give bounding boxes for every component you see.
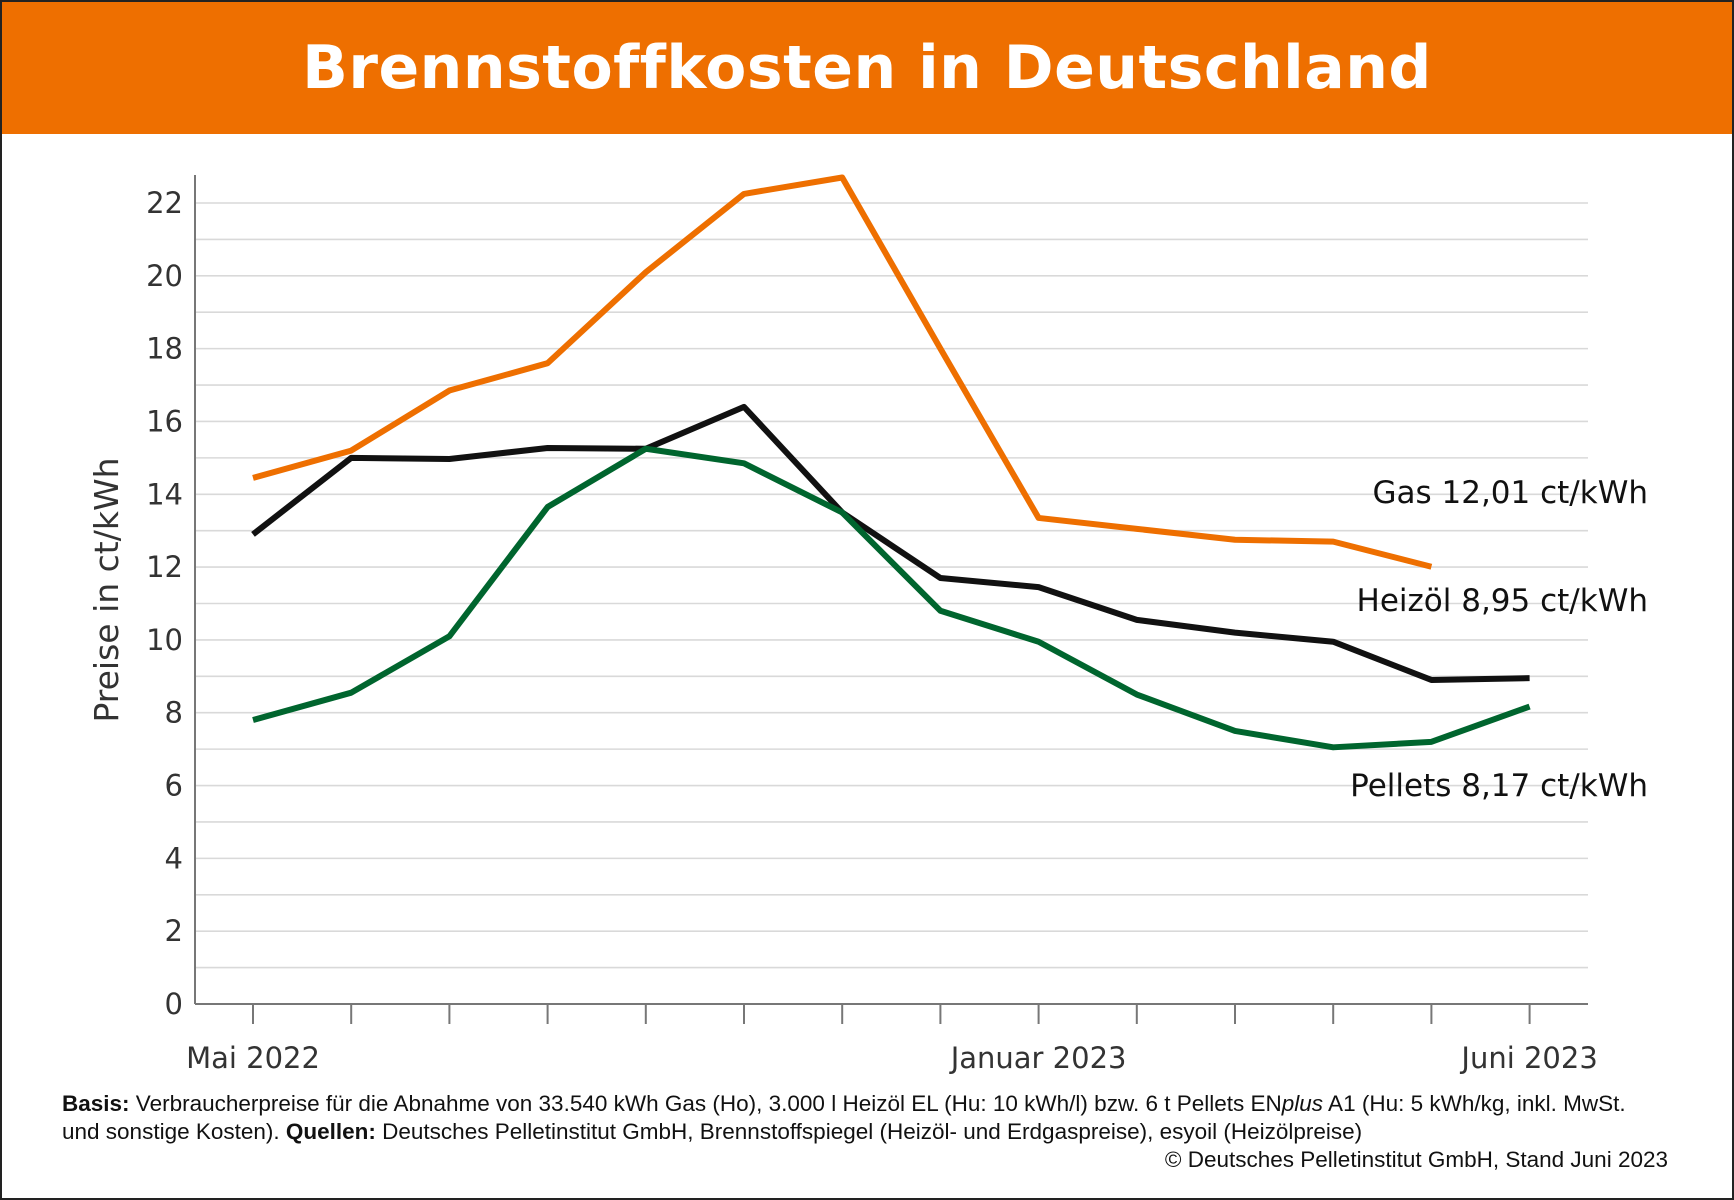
y-tick-label: 8 [165, 696, 183, 730]
y-tick-label: 14 [146, 477, 183, 511]
y-tick-label: 20 [146, 259, 183, 293]
y-tick-label: 0 [165, 987, 183, 1021]
basis-text: Verbraucherpreise für die Abnahme von 33… [129, 1091, 1282, 1116]
footer-basis: Basis: Verbraucherpreise für die Abnahme… [62, 1090, 1668, 1146]
axes: 0 2 4 6 8 10 12 14 16 18 20 22 Mai 2022 Januar 2023 Ju… [146, 175, 1598, 1075]
series-line-gas [252, 174, 1433, 570]
sources-label: Quellen: [285, 1119, 376, 1144]
series-line-heizöl [251, 403, 1530, 683]
y-tick-label: 2 [165, 914, 183, 948]
x-tick-label: Juni 2023 [1459, 1041, 1597, 1075]
x-tick-label: Januar 2023 [949, 1041, 1127, 1075]
y-tick-label: 22 [146, 186, 183, 220]
y-tick-label: 4 [165, 841, 183, 875]
y-tick-label: 12 [146, 550, 183, 584]
basis-italic: plus [1281, 1091, 1324, 1116]
end-label-gas: Gas 12,01 ct/kWh [1372, 475, 1648, 511]
basis-label: Basis: [62, 1091, 130, 1116]
y-axis-label: Preise in ct/kWh [87, 457, 126, 722]
end-labels: Gas 12,01 ct/kWh Heizöl 8,95 ct/kWh Pellet… [1350, 475, 1648, 804]
y-tick-label: 6 [165, 769, 183, 803]
basis-text-2: A1 (Hu: 5 kWh/kg, inkl. MwSt. und sonsti… [62, 1091, 1626, 1144]
chart-title: Brennstoffkosten in Deutschland [2, 2, 1732, 134]
y-tick-label: 16 [146, 404, 183, 438]
end-label-heizöl: Heizöl 8,95 ct/kWh [1357, 583, 1648, 619]
end-label-pellets: Pellets 8,17 ct/kWh [1350, 768, 1648, 804]
series-lines [251, 174, 1531, 751]
footer-notes: Basis: Verbraucherpreise für die Abnahme… [62, 1090, 1668, 1174]
y-tick-label: 18 [146, 332, 183, 366]
copyright: © Deutsches Pelletinstitut GmbH, Stand J… [1164, 1147, 1668, 1172]
x-tick-label: Mai 2022 [186, 1041, 320, 1075]
series-line-pellets [252, 445, 1531, 751]
sources-text: Deutsches Pelletinstitut GmbH, Brennstof… [375, 1119, 1363, 1144]
y-tick-label: 10 [146, 623, 183, 657]
